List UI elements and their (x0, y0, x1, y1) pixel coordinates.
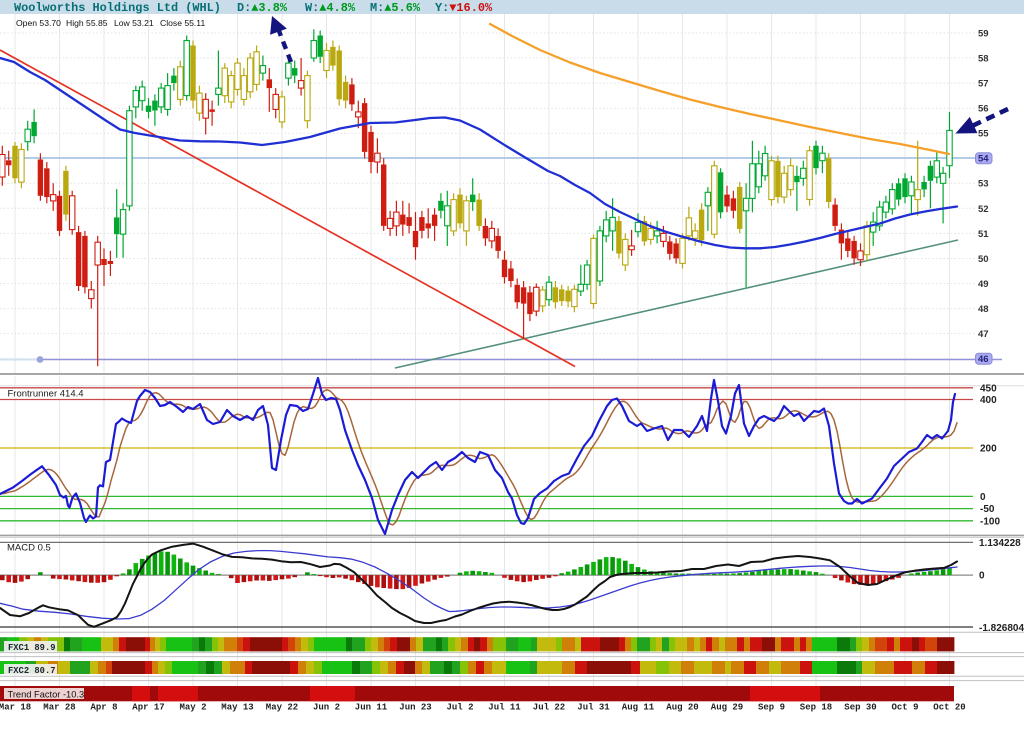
svg-text:Jun 23: Jun 23 (399, 703, 431, 713)
svg-text:46: 46 (978, 354, 989, 365)
svg-text:55: 55 (978, 129, 989, 140)
svg-text:Frontrunner 414.4: Frontrunner 414.4 (8, 388, 84, 399)
svg-text:52: 52 (978, 204, 989, 215)
svg-text:Sep 18: Sep 18 (800, 703, 832, 713)
svg-text:Y:▼16.0%: Y:▼16.0% (435, 1, 493, 15)
svg-text:M:▲5.6%: M:▲5.6% (370, 1, 421, 15)
svg-text:Aug 11: Aug 11 (622, 703, 655, 713)
svg-text:56: 56 (978, 104, 989, 115)
svg-text:May 2: May 2 (179, 703, 206, 713)
svg-text:Apr 8: Apr 8 (90, 703, 117, 713)
svg-text:May 13: May 13 (221, 703, 253, 713)
svg-text:FXC2 80.7: FXC2 80.7 (8, 666, 56, 676)
svg-text:450: 450 (980, 383, 997, 394)
svg-text:53: 53 (978, 179, 989, 190)
svg-text:200: 200 (980, 444, 997, 455)
svg-text:Aug 20: Aug 20 (666, 703, 698, 713)
svg-text:-1.826804: -1.826804 (979, 623, 1024, 634)
svg-text:54: 54 (978, 154, 989, 165)
svg-text:51: 51 (978, 229, 989, 240)
svg-text:Close 55.11: Close 55.11 (160, 18, 205, 28)
svg-text:58: 58 (978, 53, 989, 64)
svg-text:0: 0 (979, 571, 985, 582)
svg-text:Mar 18: Mar 18 (0, 703, 31, 713)
svg-text:Oct 20: Oct 20 (933, 703, 965, 713)
svg-text:Jun 11: Jun 11 (355, 703, 388, 713)
svg-text:Jul 11: Jul 11 (488, 703, 521, 713)
svg-text:48: 48 (978, 304, 989, 315)
svg-text:0: 0 (980, 492, 986, 503)
svg-text:50: 50 (978, 254, 989, 265)
svg-text:Jul 22: Jul 22 (533, 703, 565, 713)
svg-text:MACD 0.5: MACD 0.5 (7, 543, 51, 554)
svg-text:1.134228: 1.134228 (979, 538, 1021, 549)
svg-text:W:▲4.8%: W:▲4.8% (305, 1, 356, 15)
svg-text:Sep 30: Sep 30 (844, 703, 876, 713)
svg-text:High 55.85: High 55.85 (66, 18, 108, 28)
svg-text:Mar 28: Mar 28 (43, 703, 75, 713)
svg-text:Low 53.21: Low 53.21 (114, 18, 154, 28)
svg-text:49: 49 (978, 279, 989, 290)
svg-text:May 22: May 22 (266, 703, 298, 713)
svg-text:400: 400 (980, 395, 997, 406)
svg-text:57: 57 (978, 79, 989, 90)
svg-text:D:▲3.8%: D:▲3.8% (237, 1, 288, 15)
svg-text:FXC1 89.9: FXC1 89.9 (8, 643, 56, 653)
svg-text:-50: -50 (980, 504, 995, 515)
svg-text:Aug 29: Aug 29 (711, 703, 743, 713)
svg-text:Woolworths Holdings Ltd (WHL): Woolworths Holdings Ltd (WHL) (14, 1, 221, 15)
svg-text:Oct 9: Oct 9 (891, 703, 918, 713)
svg-text:Apr 17: Apr 17 (132, 703, 164, 713)
svg-text:Open 53.70: Open 53.70 (16, 18, 61, 28)
svg-text:Trend Factor -10.3: Trend Factor -10.3 (8, 689, 85, 699)
svg-text:Jul 2: Jul 2 (446, 703, 473, 713)
svg-text:-100: -100 (980, 516, 1000, 527)
svg-text:59: 59 (978, 28, 989, 39)
svg-text:Sep 9: Sep 9 (758, 703, 785, 713)
svg-text:Jun 2: Jun 2 (313, 703, 340, 713)
svg-text:47: 47 (978, 329, 989, 340)
svg-text:Jul 31: Jul 31 (577, 703, 610, 713)
